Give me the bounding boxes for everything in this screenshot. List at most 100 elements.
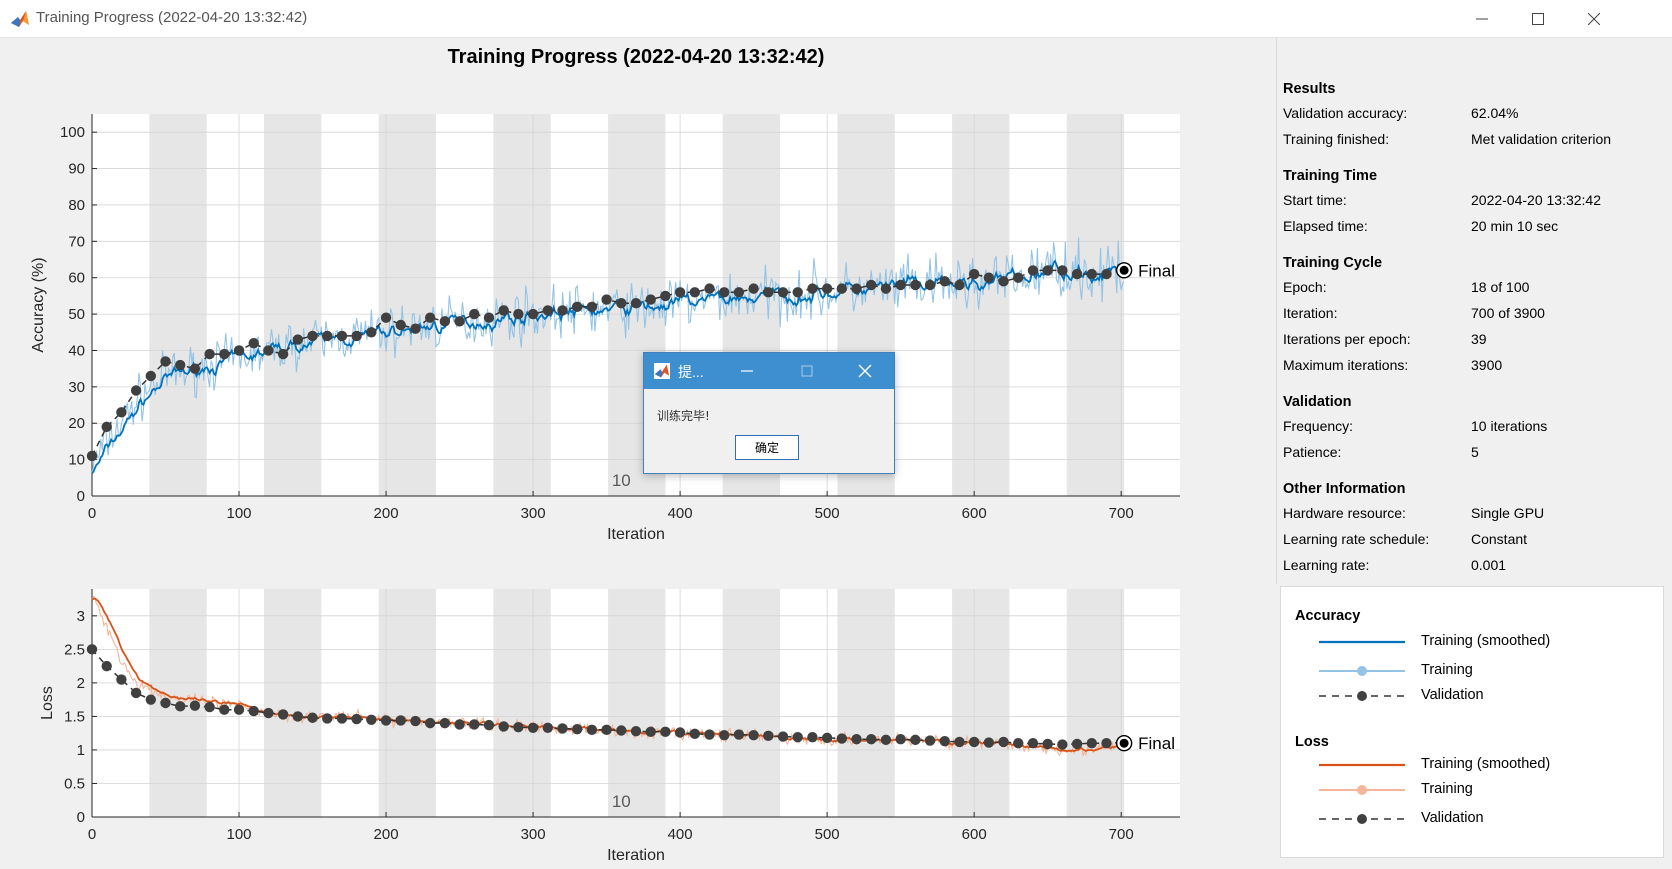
legend-label: Validation — [1421, 687, 1484, 703]
validation-point — [571, 723, 583, 735]
x-tick-label: 700 — [1109, 826, 1134, 843]
validation-point — [277, 709, 289, 720]
validation-point — [601, 294, 612, 305]
ok-button[interactable]: 确定 — [735, 435, 799, 460]
dialog-maximize-icon[interactable] — [798, 362, 816, 380]
maximize-button[interactable] — [1510, 0, 1566, 38]
validation-point — [792, 732, 803, 743]
info-value: 5 — [1471, 444, 1479, 460]
y-tick-label: 0 — [77, 488, 85, 505]
validation-point — [571, 301, 583, 313]
info-value: 10 iterations — [1471, 418, 1548, 434]
close-button[interactable] — [1566, 0, 1622, 38]
legend-loss-title: Loss — [1295, 734, 1329, 750]
validation-point — [424, 717, 436, 729]
minimize-button[interactable] — [1454, 0, 1510, 38]
validation-point — [704, 729, 715, 740]
validation-point — [454, 316, 465, 327]
y-tick-label: 1.5 — [64, 708, 85, 725]
validation-point — [733, 287, 745, 298]
validation-point — [498, 305, 509, 316]
validation-point — [395, 715, 406, 726]
validation-point — [86, 450, 98, 462]
validation-point — [998, 736, 1009, 748]
info-row: Hardware resource: Single GPU — [1283, 500, 1663, 526]
section-title: Validation — [1283, 394, 1352, 410]
x-tick-label: 100 — [227, 505, 252, 522]
validation-point — [233, 704, 245, 715]
info-row: Iterations per epoch: 39 — [1283, 326, 1663, 352]
validation-point — [1101, 738, 1112, 749]
y-tick-label: 90 — [68, 161, 85, 178]
validation-point — [1042, 265, 1053, 276]
validation-point — [851, 734, 862, 745]
validation-point — [248, 338, 259, 349]
training-smoothed-line — [91, 259, 1125, 474]
dialog-titlebar: 提... — [644, 353, 894, 389]
validation-point — [924, 279, 936, 291]
validation-point — [424, 312, 436, 323]
validation-point — [219, 348, 230, 360]
validation-point — [292, 711, 304, 722]
validation-point — [719, 287, 730, 298]
validation-point — [954, 736, 965, 748]
validation-point — [704, 283, 715, 294]
validation-point — [866, 279, 877, 291]
validation-point — [968, 268, 980, 280]
validation-point — [483, 719, 495, 731]
info-key: Learning rate: — [1283, 557, 1370, 573]
x-axis-label: Iteration — [607, 526, 665, 543]
validation-point — [777, 287, 789, 298]
validation-point — [336, 713, 348, 724]
validation-point — [954, 279, 965, 291]
validation-point — [689, 287, 701, 298]
validation-point — [689, 728, 701, 740]
dialog-close-icon[interactable] — [856, 362, 874, 380]
validation-point — [630, 725, 642, 737]
info-key: Validation accuracy: — [1283, 105, 1408, 121]
validation-point — [292, 334, 304, 345]
y-tick-label: 60 — [68, 270, 85, 287]
dialog-title: 提... — [678, 364, 704, 380]
validation-point — [130, 385, 142, 396]
validation-point — [263, 707, 274, 719]
final-marker-dot — [1119, 738, 1129, 748]
validation-point — [498, 721, 509, 732]
validation-point — [248, 705, 259, 717]
results-panel: Results Validation accuracy: 62.04% Trainin… — [1276, 38, 1672, 584]
validation-point — [557, 305, 568, 316]
validation-point — [792, 287, 803, 298]
info-key: Start time: — [1283, 192, 1347, 208]
validation-point — [939, 736, 950, 747]
legend-label: Training — [1421, 781, 1473, 797]
x-tick-label: 500 — [815, 505, 840, 522]
validation-point — [380, 312, 392, 323]
info-key: Elapsed time: — [1283, 218, 1368, 234]
epoch-band — [264, 114, 322, 496]
validation-point — [130, 687, 142, 699]
validation-point — [616, 725, 627, 736]
validation-point — [748, 729, 759, 741]
x-tick-label: 300 — [521, 826, 546, 843]
validation-point — [851, 283, 862, 294]
legend-accuracy-title: Accuracy — [1295, 608, 1361, 624]
info-key: Frequency: — [1283, 418, 1354, 434]
validation-point — [924, 735, 936, 746]
info-row: Training finished: Met validation criteri… — [1283, 126, 1663, 152]
validation-point — [866, 734, 877, 745]
info-value: 0.001 — [1471, 557, 1507, 573]
validation-point — [763, 287, 774, 298]
epoch-band — [378, 114, 437, 496]
section-title: Training Time — [1283, 168, 1378, 184]
x-tick-label: 600 — [962, 826, 987, 843]
dialog-minimize-icon[interactable] — [738, 362, 756, 380]
epoch-band — [722, 589, 781, 817]
x-tick-label: 200 — [374, 826, 399, 843]
x-tick-label: 100 — [227, 826, 252, 843]
info-value: 18 of 100 — [1471, 279, 1530, 295]
results-info: Results Validation accuracy: 62.04% Trainin… — [1283, 78, 1663, 578]
validation-point — [527, 722, 539, 734]
validation-point — [616, 297, 627, 309]
matlab-logo-icon — [654, 363, 670, 379]
epoch-band — [837, 589, 895, 817]
